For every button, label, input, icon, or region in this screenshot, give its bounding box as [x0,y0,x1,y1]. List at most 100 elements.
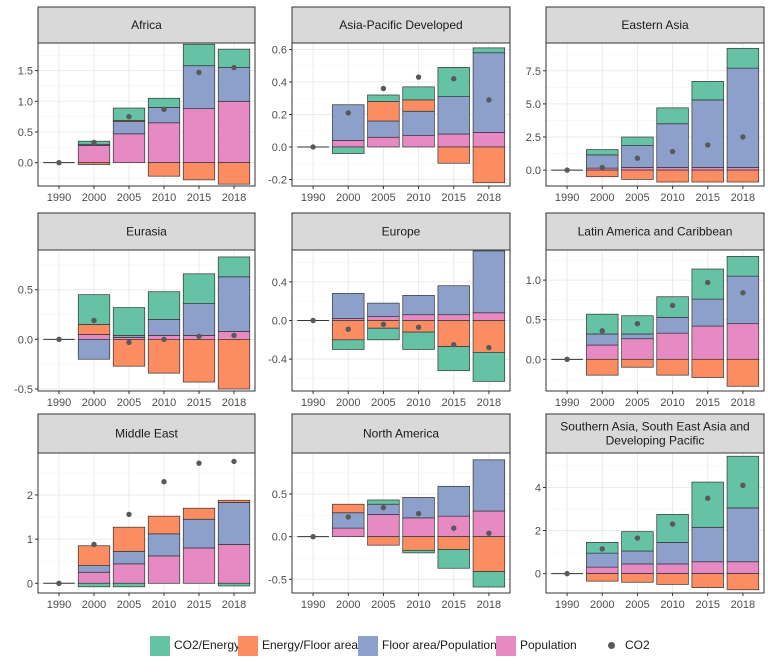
bar-segment-co2-energy [586,313,619,335]
bar-segment-population [656,563,689,574]
x-tick-label: 2000 [336,599,360,611]
bar-segment-energy-floor-area [621,358,654,368]
bar-segment-co2-energy [217,256,251,278]
x-tick-label: 1990 [301,397,325,409]
x-tick-label: 2015 [441,397,465,409]
panel-strip-north-america [291,413,511,454]
bar-segment-co2-energy [691,81,724,101]
bar-segment-energy-floor-area [691,358,724,378]
bar-segment-energy-floor-area [217,499,251,503]
x-tick-label: 2018 [731,192,755,204]
panel-title: Developing Pacific [606,434,705,448]
bar-segment-co2-energy [367,327,400,341]
bar-segment-floor-area-population [217,502,251,545]
y-tick-label: 0.2 [272,110,287,122]
y-tick-label: 1.0 [526,275,541,287]
bar-segment-population [402,314,435,321]
x-tick-label: 1990 [555,599,579,611]
x-tick-label: 2005 [117,192,141,204]
bar-segment-energy-floor-area [182,339,216,383]
bar-segment-co2-energy [437,549,470,569]
bar-segment-population [77,145,111,164]
bar-segment-floor-area-population [77,565,111,573]
co2-point [310,317,316,324]
y-tick-label: 2 [535,526,541,538]
co2-point [310,144,316,150]
bar-segment-co2-energy [472,571,506,588]
bar-segment-co2-energy [147,291,181,320]
y-tick-label: 0.5 [18,285,33,297]
bar-segment-floor-area-population [726,67,760,168]
x-tick-label: 2005 [625,599,649,611]
bar-segment-energy-floor-area [656,169,689,183]
y-tick-label: 0.5 [18,127,33,139]
y-tick-label: 0.0 [18,158,33,170]
bar-segment-co2-energy [472,352,506,382]
co2-point [740,482,746,489]
bar-segment-population [691,561,724,574]
co2-point [486,344,492,351]
co2-point [56,336,62,343]
legend-key-floor-area-population [358,636,378,656]
co2-point [91,139,97,146]
bar-segment-energy-floor-area [182,162,216,181]
co2-point [415,324,422,330]
panel-title: Middle East [115,427,178,441]
bar-segment-population [586,344,619,360]
panel-border [291,452,511,594]
co2-point [669,302,676,309]
x-tick-label: 2015 [187,192,211,204]
bar-segment-population [217,100,251,164]
co2-point [91,541,97,548]
legend-key-co2 [608,642,615,649]
co2-point [564,570,570,577]
bar-segment-co2-energy [367,499,400,505]
bar-segment-population [656,332,689,360]
bar-segment-energy-floor-area [656,358,689,376]
legend-label: Population [520,638,577,652]
y-tick-label: 0.4 [272,277,287,289]
panel-title: Latin America and Caribbean [578,225,733,239]
x-tick-label: 2005 [371,192,395,204]
bar-segment-population [77,571,111,584]
bar-segment-population [367,514,400,538]
bar-segment-floor-area-population [472,250,506,314]
bar-segment-population [77,334,111,340]
bar-segment-energy-floor-area [656,573,689,585]
bar-segment-co2-energy [656,107,689,125]
panel-strip-eastern-asia [545,6,765,44]
panel-border [545,452,765,594]
bar-segment-energy-floor-area [402,99,435,112]
bar-segment-floor-area-population [367,120,400,138]
bar-segment-co2-energy [402,549,435,554]
co2-point [634,535,641,541]
bar-segment-floor-area-population [437,285,470,316]
bar-segment-co2-energy [437,346,470,372]
bar-segment-population [726,561,760,574]
co2-point [564,167,570,173]
bar-segment-floor-area-population [217,276,251,332]
y-tick-label: -0.5 [14,384,33,396]
co2-point [380,85,387,92]
co2-point [380,504,387,511]
bar-segment-population [217,544,251,584]
y-tick-label: 0.0 [526,354,541,366]
bar-segment-floor-area-population [402,110,435,136]
legend-label: Floor area/Population [382,638,497,652]
bar-segment-energy-floor-area [621,573,654,583]
bar-segment-co2-energy [586,149,619,156]
bar-segment-co2-energy [402,86,435,101]
bar-segment-population [147,122,181,164]
co2-point [91,317,97,324]
y-tick-label: 0.6 [272,45,287,57]
bar-segment-energy-floor-area [217,339,251,390]
panel-strip-europe [291,212,511,251]
panel-title: Africa [131,18,162,32]
x-tick-label: 2010 [406,192,430,204]
panel-strip-eurasia [37,212,256,251]
bar-segment-energy-floor-area [402,536,435,551]
y-tick-label: 1 [27,534,33,546]
bar-segment-floor-area-population [402,497,435,519]
y-tick-label: 0.0 [272,142,287,154]
bar-segment-floor-area-population [586,333,619,346]
